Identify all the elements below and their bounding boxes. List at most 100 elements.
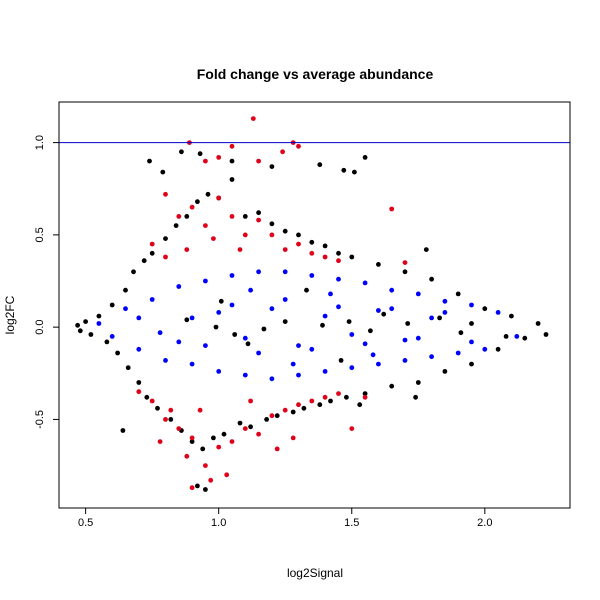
- data-point-series-1: [322, 243, 328, 249]
- data-point-series-2: [469, 302, 474, 308]
- data-point-series-1: [242, 214, 248, 219]
- data-point-series-3: [184, 453, 190, 459]
- y-tick-label: 0.5: [34, 227, 46, 242]
- data-point-series-1: [362, 391, 368, 396]
- data-point-series-3: [274, 446, 280, 452]
- data-point-series-2: [282, 269, 288, 275]
- data-point-series-3: [149, 241, 155, 247]
- data-point-series-1: [522, 335, 528, 341]
- data-point-series-1: [160, 169, 166, 175]
- data-point-series-1: [469, 321, 474, 326]
- data-point-series-3: [229, 439, 235, 444]
- data-point-series-3: [389, 206, 395, 212]
- data-point-series-2: [415, 335, 421, 341]
- data-point-series-1: [264, 417, 269, 422]
- data-point-series-1: [213, 324, 219, 330]
- data-point-series-2: [176, 339, 182, 345]
- data-point-series-3: [184, 247, 190, 253]
- data-point-series-2: [482, 346, 488, 352]
- data-point-series-1: [237, 420, 243, 426]
- x-axis: 0.5 1.0 1.5 2.0: [78, 507, 492, 529]
- data-point-series-1: [83, 319, 88, 324]
- x-tick-label: 0.5: [78, 517, 93, 529]
- y-tick-label: -0.5: [34, 410, 46, 429]
- data-point-series-2: [123, 306, 128, 312]
- data-point-series-2: [429, 354, 434, 360]
- data-point-series-2: [242, 372, 248, 378]
- data-point-series-1: [320, 322, 325, 328]
- data-point-series-2: [96, 321, 102, 326]
- data-point-series-1: [495, 346, 501, 352]
- data-point-series-2: [256, 269, 261, 275]
- data-point-series-2: [370, 352, 376, 358]
- data-point-series-3: [242, 232, 248, 238]
- data-point-series-1: [229, 177, 235, 182]
- data-point-series-1: [232, 332, 238, 337]
- data-point-series-1: [282, 319, 288, 324]
- data-point-series-3: [163, 191, 168, 197]
- data-point-series-3: [224, 472, 230, 478]
- x-tick-label: 1.0: [211, 517, 226, 529]
- data-point-series-1: [195, 199, 200, 205]
- x-tick-label: 1.5: [344, 517, 359, 529]
- data-point-series-1: [96, 313, 102, 319]
- data-point-series-2: [336, 304, 341, 310]
- data-point-series-3: [176, 426, 182, 431]
- data-point-series-2: [336, 276, 341, 282]
- data-point-series-3: [256, 217, 261, 223]
- data-point-series-1: [189, 439, 195, 444]
- data-point-series-2: [282, 297, 288, 302]
- data-point-series-1: [203, 487, 208, 492]
- data-point-series-2: [442, 310, 448, 315]
- data-point-series-1: [341, 167, 347, 173]
- data-point-series-3: [163, 417, 168, 422]
- data-point-series-1: [245, 341, 251, 347]
- data-point-series-2: [136, 315, 142, 321]
- data-point-series-2: [442, 298, 448, 304]
- data-point-series-2: [203, 343, 208, 348]
- data-point-series-3: [229, 214, 235, 219]
- data-point-series-3: [282, 407, 288, 413]
- data-point-series-2: [429, 315, 434, 321]
- data-point-series-1: [282, 228, 288, 234]
- data-point-series-3: [216, 195, 222, 201]
- data-point-series-2: [176, 284, 182, 289]
- data-point-series-1: [269, 164, 275, 170]
- data-point-series-3: [197, 407, 203, 413]
- data-point-series-1: [304, 287, 309, 293]
- data-point-series-1: [437, 315, 442, 321]
- data-point-series-2: [349, 365, 355, 371]
- data-point-series-1: [256, 210, 261, 216]
- data-point-series-3: [189, 485, 195, 491]
- data-point-series-1: [344, 394, 349, 400]
- data-point-series-1: [543, 332, 549, 337]
- data-point-series-1: [184, 317, 190, 323]
- data-point-series-1: [274, 413, 280, 419]
- data-point-series-3: [203, 463, 208, 468]
- data-point-series-2: [229, 302, 235, 308]
- data-point-series-1: [362, 155, 368, 160]
- data-point-series-1: [261, 326, 267, 332]
- data-point-series-1: [415, 380, 421, 385]
- data-point-series-2: [376, 308, 381, 313]
- data-point-series-3: [248, 398, 254, 404]
- data-point-series-3: [203, 223, 208, 229]
- data-point-series-3: [242, 426, 248, 431]
- data-point-series-1: [405, 321, 411, 326]
- data-point-series-3: [157, 439, 163, 444]
- data-point-series-1: [413, 394, 418, 400]
- y-tick-label: 1.0: [34, 135, 46, 150]
- data-point-series-1: [346, 319, 352, 324]
- data-point-series-1: [328, 398, 333, 404]
- data-point-series-2: [309, 346, 315, 352]
- data-point-series-1: [296, 232, 301, 238]
- data-point-series-1: [381, 311, 387, 317]
- data-point-series-3: [322, 254, 328, 260]
- data-point-series-1: [173, 223, 179, 229]
- data-point-series-3: [216, 155, 222, 160]
- data-point-series-1: [195, 483, 200, 489]
- data-point-series-1: [469, 361, 474, 367]
- data-point-series-1: [144, 394, 150, 400]
- data-point-series-1: [423, 247, 429, 253]
